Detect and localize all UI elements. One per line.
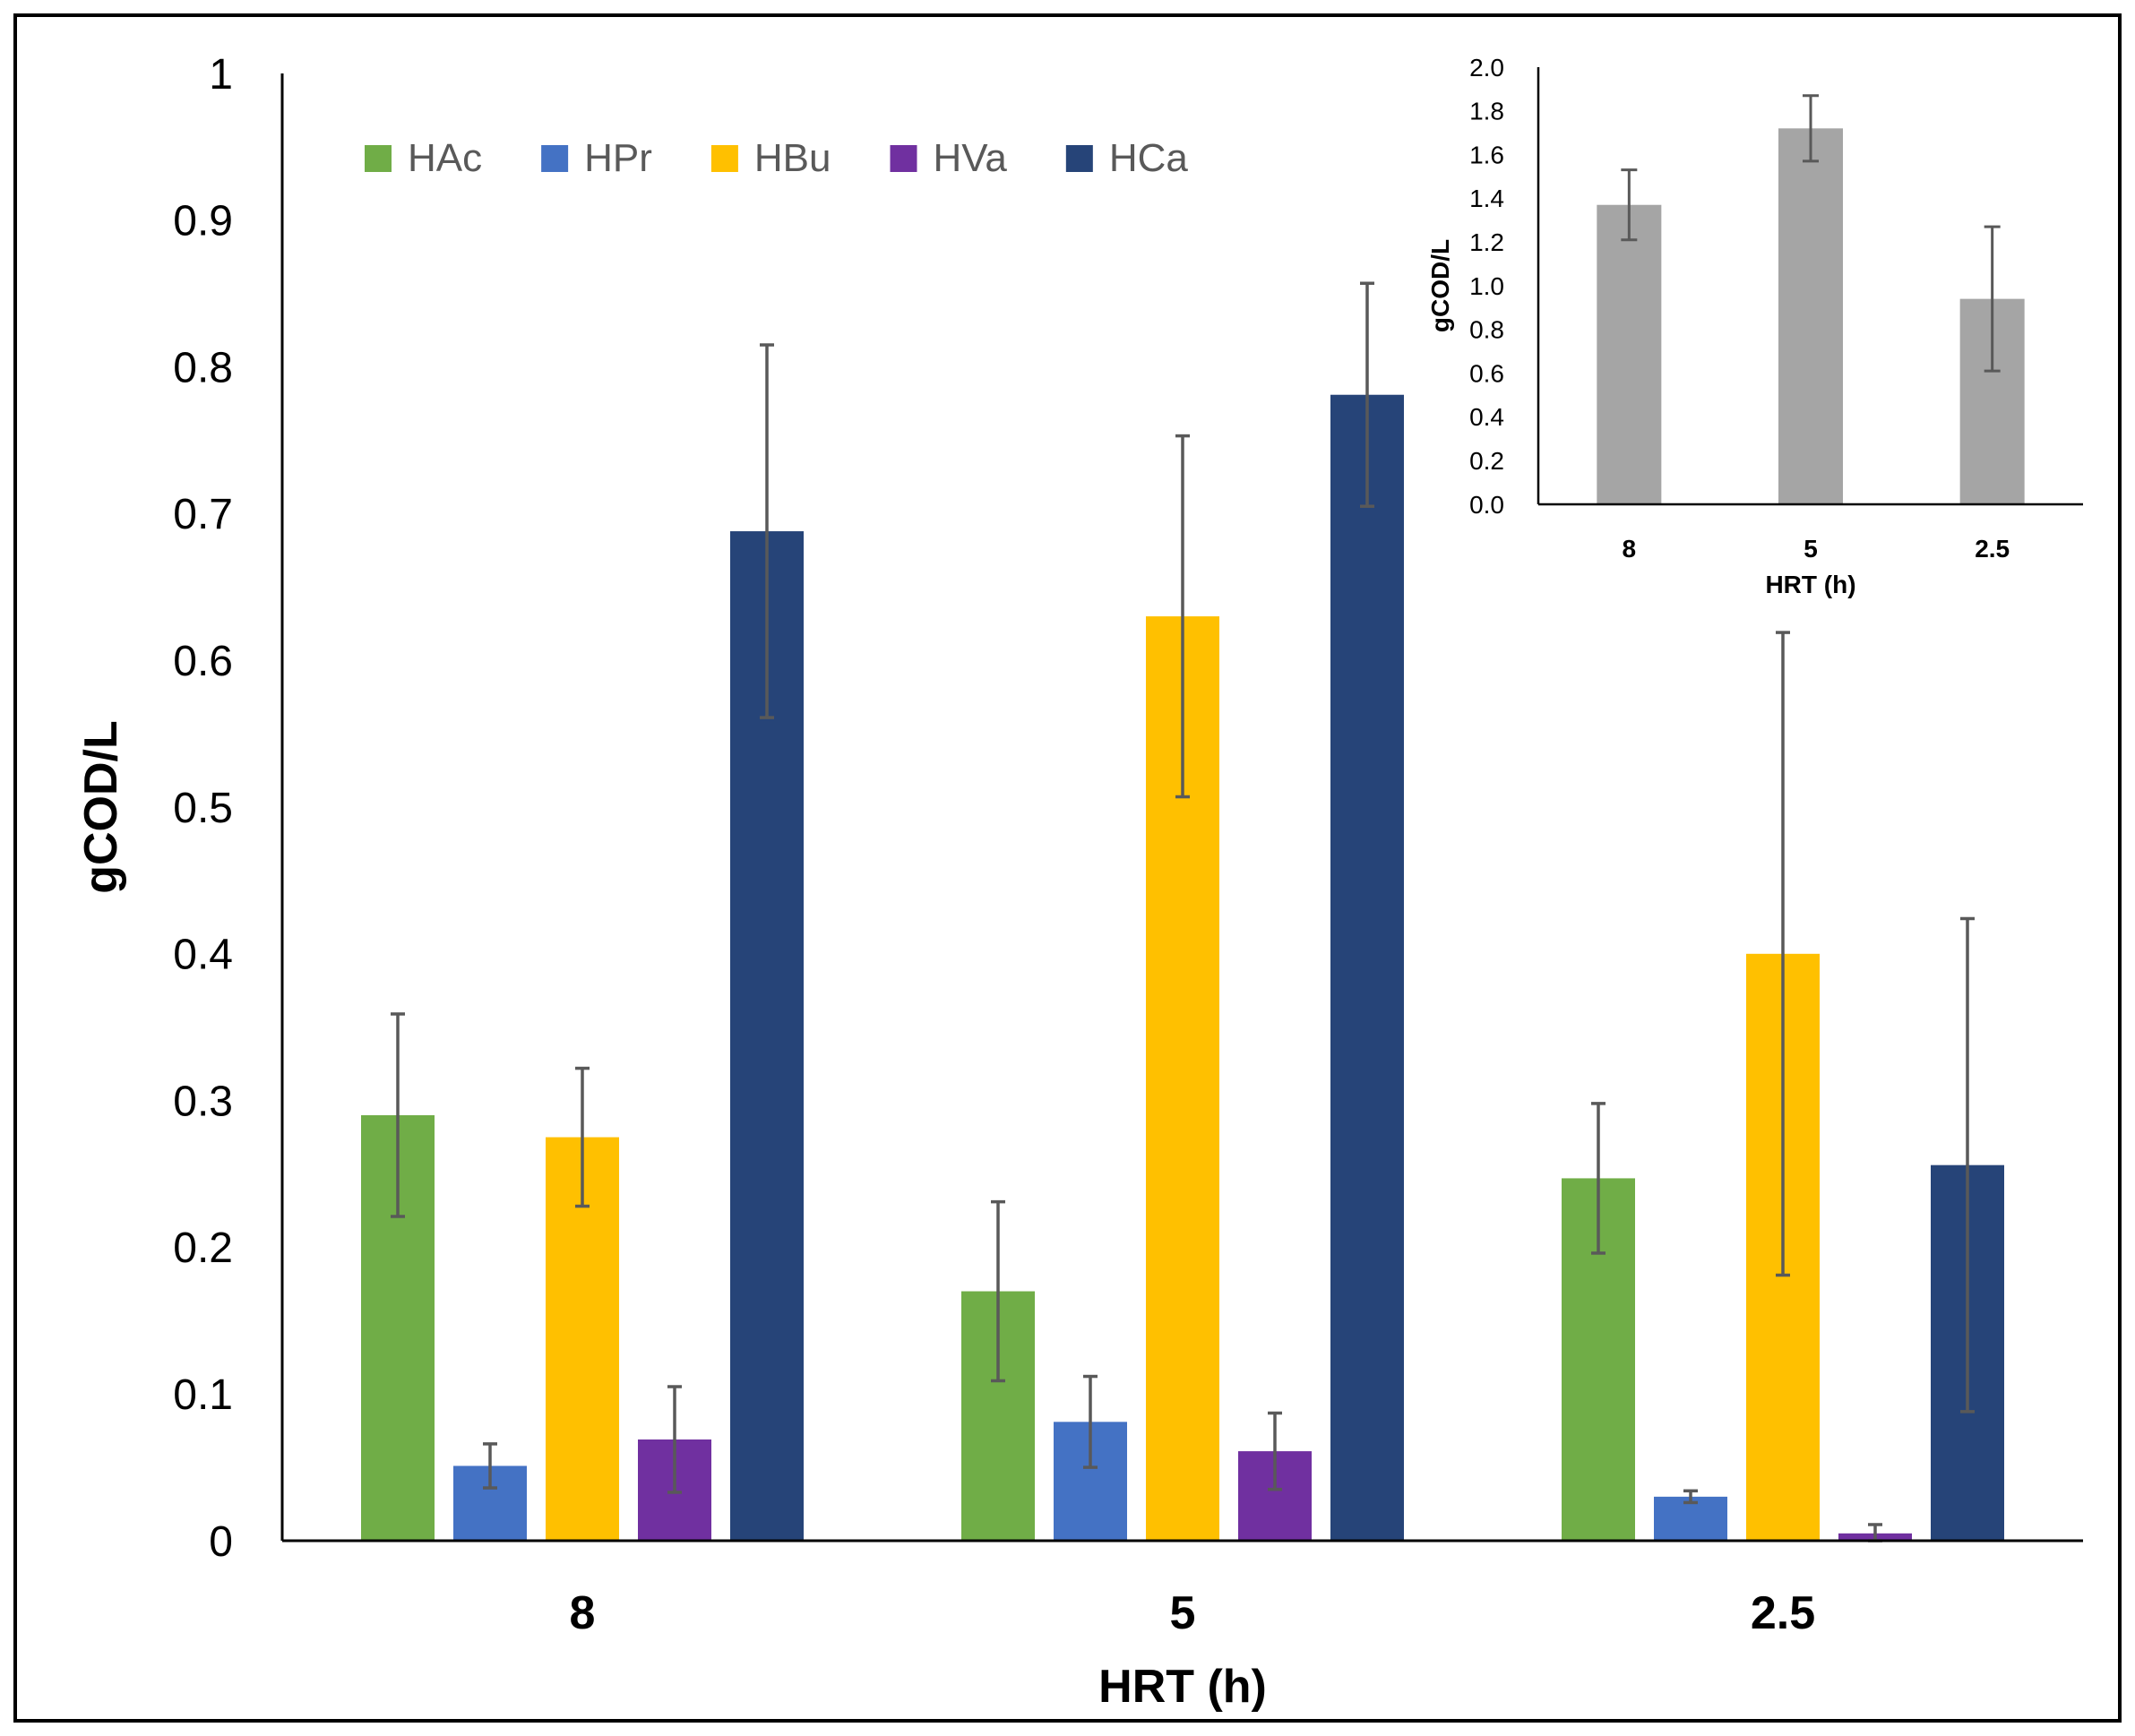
main-y-tick-label: 0.1 <box>173 1371 233 1419</box>
legend-label-hbu: HBu <box>754 136 831 180</box>
legend-swatch-hbu <box>710 145 738 172</box>
inset-y-tick-label: 1.0 <box>1469 272 1504 300</box>
inset-y-tick-label: 0.2 <box>1469 447 1504 475</box>
main-x-tick-label: 2.5 <box>1751 1587 1815 1639</box>
legend-swatch-hpr <box>541 145 569 172</box>
main-y-tick-label: 0.2 <box>173 1225 233 1272</box>
main-x-tick-label: 5 <box>1170 1587 1196 1639</box>
inset-y-tick-label: 1.2 <box>1469 228 1504 256</box>
main-chart: 0 0.1 0.2 0.3 0.4 0.5 0.6 0.7 0.8 0.9 1 8 5 2.5 HRT (h… <box>75 51 2083 1713</box>
inset-y-tick-label: 1.8 <box>1469 98 1504 125</box>
legend-label-hpr: HPr <box>584 136 652 180</box>
legend-label-hca: HCa <box>1109 136 1189 180</box>
legend-swatch-hac <box>365 145 392 172</box>
main-y-axis-title: gCOD/L <box>75 720 127 894</box>
inset-y-tick-label: 1.6 <box>1469 141 1504 168</box>
main-y-tick-label: 0.3 <box>173 1078 233 1125</box>
inset-y-tick-label: 0.6 <box>1469 359 1504 387</box>
inset-x-tick-label: 2.5 <box>1975 535 2010 563</box>
legend-swatch-hca <box>1065 145 1093 172</box>
inset-y-tick-label: 0.8 <box>1469 316 1504 344</box>
main-y-tick-label: 0.8 <box>173 344 233 391</box>
legend-swatch-hva <box>890 145 917 172</box>
main-bar-hca <box>1330 394 1404 1542</box>
main-y-tick-label: 0.5 <box>173 785 233 832</box>
inset-y-tick-label: 1.4 <box>1469 185 1504 212</box>
main-y-tick-label: 0.4 <box>173 932 233 979</box>
main-y-tick-label: 0.9 <box>173 198 233 245</box>
inset-x-axis-title: HRT (h) <box>1765 571 1855 598</box>
inset-chart: 0.0 0.2 0.4 0.6 0.8 1.0 1.2 1.4 1.6 1.8 2.0 8 5 2.5 HR… <box>1426 54 2083 598</box>
main-y-tick-label: 0.7 <box>173 491 233 538</box>
legend: HAc HPr HBu HVa HCa <box>365 136 1188 180</box>
legend-label-hac: HAc <box>408 136 482 180</box>
inset-bar-total <box>1597 204 1662 504</box>
inset-x-tick-label: 5 <box>1804 535 1818 563</box>
inset-bar-total <box>1778 128 1843 504</box>
legend-label-hva: HVa <box>934 136 1008 180</box>
main-x-tick-label: 8 <box>570 1587 596 1639</box>
main-y-tick-label: 0 <box>209 1518 233 1566</box>
main-y-tick-label: 1 <box>209 51 233 99</box>
inset-y-tick-label: 2.0 <box>1469 54 1504 82</box>
main-y-tick-label: 0.6 <box>173 638 233 685</box>
main-x-axis-title: HRT (h) <box>1098 1661 1267 1713</box>
inset-y-axis-title: gCOD/L <box>1426 239 1454 332</box>
inset-y-tick-label: 0.0 <box>1469 491 1504 519</box>
inset-x-tick-label: 8 <box>1623 535 1637 563</box>
inset-y-tick-label: 0.4 <box>1469 403 1504 431</box>
